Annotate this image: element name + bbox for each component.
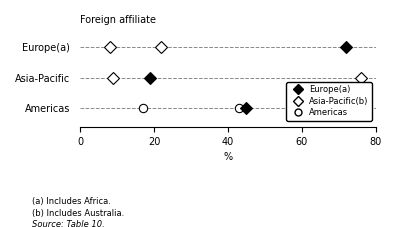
Text: (a) Includes Africa.: (a) Includes Africa. <box>32 197 111 207</box>
Text: Source: Table 10.: Source: Table 10. <box>32 220 104 227</box>
Text: Foreign affiliate: Foreign affiliate <box>80 15 156 25</box>
Legend: Europe(a), Asia-Pacific(b), Americas: Europe(a), Asia-Pacific(b), Americas <box>287 82 372 121</box>
Text: (b) Includes Australia.: (b) Includes Australia. <box>32 209 124 218</box>
X-axis label: %: % <box>224 152 233 162</box>
